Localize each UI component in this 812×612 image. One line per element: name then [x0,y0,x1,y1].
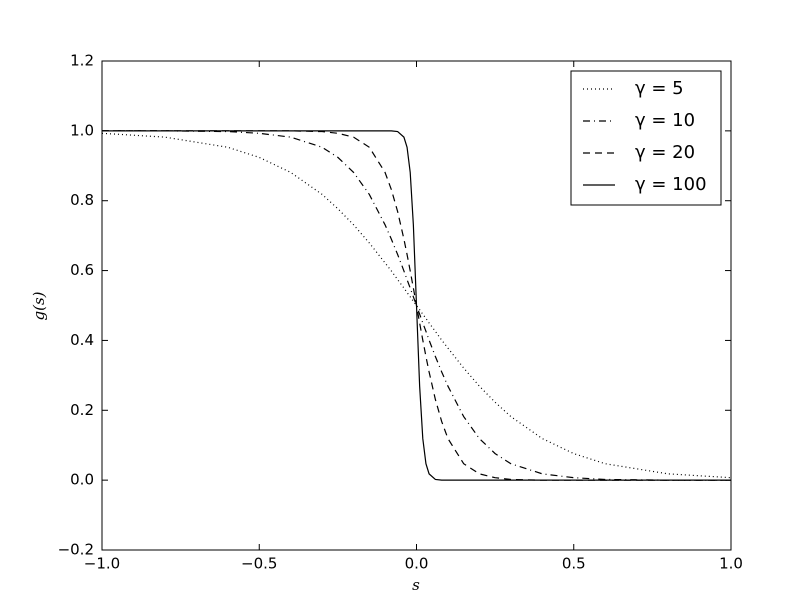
line-series [101,132,732,479]
legend-label: γ = 5 [635,78,684,99]
y-axis-label: g(s) [30,291,48,320]
y-tick-label: 0.0 [70,471,94,489]
x-tick-label: 1.0 [719,555,743,573]
line-series [102,130,731,481]
y-tick-label: 0.4 [70,331,94,349]
y-tick-label: 1.0 [70,121,94,139]
legend-box [570,70,722,206]
y-tick-label: 0.6 [70,261,94,279]
legend-label: γ = 100 [635,174,707,195]
x-tick-label: −0.5 [241,555,277,573]
legend-label: γ = 20 [635,142,695,163]
x-tick-label: 0.0 [405,555,429,573]
plot-frame [101,60,732,551]
y-tick-label: 0.2 [70,401,94,419]
line-series [102,130,731,481]
x-tick-label: 0.5 [562,555,586,573]
x-tick-label: −1.0 [84,555,120,573]
x-axis-label: s [412,576,420,594]
y-tick-label: −0.2 [58,541,94,559]
y-tick-label: 1.2 [70,52,94,70]
legend-label: γ = 10 [635,110,695,131]
y-tick-label: 0.8 [70,191,94,209]
